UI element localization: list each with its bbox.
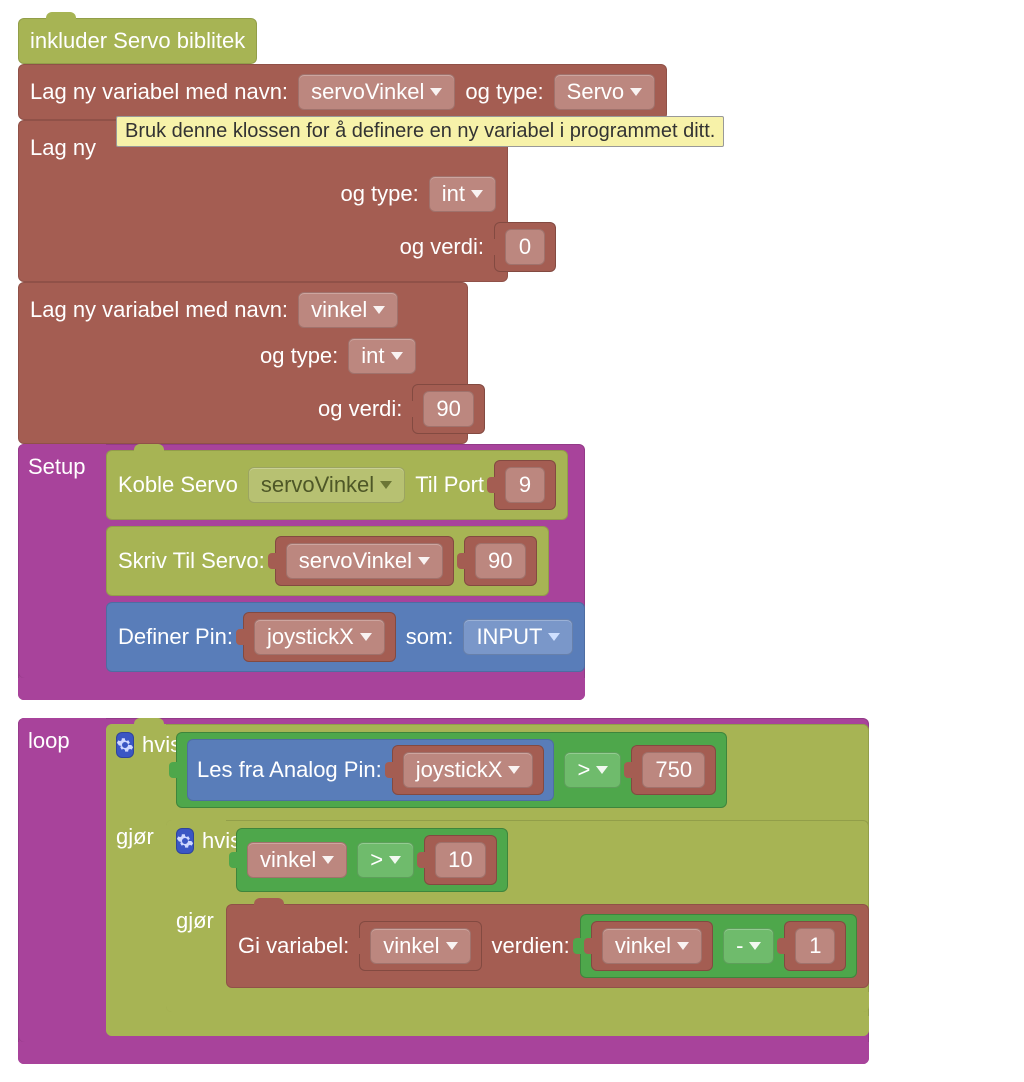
servo-write-block[interactable]: Skriv Til Servo: servoVinkel 90 bbox=[106, 526, 549, 596]
assign-label-2: verdien: bbox=[492, 933, 570, 959]
pinmode-mode-dropdown[interactable]: INPUT bbox=[463, 619, 573, 655]
analog-read-block[interactable]: Les fra Analog Pin: joystickX bbox=[187, 739, 554, 801]
assign-label-1: Gi variabel: bbox=[238, 933, 349, 959]
var3-type-dropdown[interactable]: int bbox=[348, 338, 415, 374]
write-label: Skriv Til Servo: bbox=[118, 548, 265, 574]
pinmode-block[interactable]: Definer Pin: joystickX som: INPUT bbox=[106, 602, 585, 672]
assign-op-dropdown[interactable]: - bbox=[723, 928, 774, 964]
cond1-socket[interactable]: Les fra Analog Pin: joystickX > 750 bbox=[176, 732, 727, 808]
analog-read-var-socket[interactable]: joystickX bbox=[392, 745, 545, 795]
do-label: gjør bbox=[116, 824, 154, 849]
pinmode-var-dropdown[interactable]: joystickX bbox=[254, 619, 385, 655]
write-var-dropdown[interactable]: servoVinkel bbox=[286, 543, 443, 579]
var3-value-socket[interactable]: 90 bbox=[412, 384, 484, 434]
attach-label-1: Koble Servo bbox=[118, 472, 238, 498]
include-servo-block[interactable]: inkluder Servo biblitek bbox=[18, 18, 257, 64]
attach-var-dropdown[interactable]: servoVinkel bbox=[248, 467, 405, 503]
decl-name-label-3: Lag ny variabel med navn: bbox=[30, 297, 288, 323]
pinmode-var-socket[interactable]: joystickX bbox=[243, 612, 396, 662]
var2-value-socket[interactable]: 0 bbox=[494, 222, 556, 272]
cond1-val-socket[interactable]: 750 bbox=[631, 745, 716, 795]
assign-target-dropdown[interactable]: vinkel bbox=[370, 928, 470, 964]
assign-target-socket[interactable]: vinkel bbox=[359, 921, 481, 971]
declare-var-servoVinkel[interactable]: Lag ny variabel med navn: servoVinkel og… bbox=[18, 64, 667, 120]
assign-lhs-dropdown[interactable]: vinkel bbox=[602, 928, 702, 964]
analog-read-var-dropdown[interactable]: joystickX bbox=[403, 752, 534, 788]
assign-lhs-socket[interactable]: vinkel bbox=[591, 921, 713, 971]
cond2-op-dropdown[interactable]: > bbox=[357, 842, 414, 878]
var2-name-prefix: Lag ny bbox=[30, 135, 96, 161]
assign-rhs-socket[interactable]: 1 bbox=[784, 921, 846, 971]
loop-label: loop bbox=[18, 718, 106, 1042]
decl-name-label: Lag ny variabel med navn: bbox=[30, 79, 288, 105]
assign-block[interactable]: Gi variabel: vinkel verdien: bbox=[226, 904, 869, 988]
var3-name-dropdown[interactable]: vinkel bbox=[298, 292, 398, 328]
pinmode-label-1: Definer Pin: bbox=[118, 624, 233, 650]
analog-read-label: Les fra Analog Pin: bbox=[197, 757, 382, 783]
decl-type-label-2: og type: bbox=[340, 181, 418, 207]
loop-block[interactable]: loop hvis bbox=[18, 718, 869, 1064]
cond2-val-socket[interactable]: 10 bbox=[424, 835, 496, 885]
if-outer-block[interactable]: hvis Les fra Analog Pin: joystickX bbox=[106, 724, 869, 1036]
cond1-op-dropdown[interactable]: > bbox=[564, 752, 621, 788]
var1-name-dropdown[interactable]: servoVinkel bbox=[298, 74, 455, 110]
var2-type-dropdown[interactable]: int bbox=[429, 176, 496, 212]
decl-value-label: og verdi: bbox=[400, 234, 484, 260]
setup-label: Setup bbox=[18, 444, 106, 678]
servo-attach-block[interactable]: Koble Servo servoVinkel Til Port 9 bbox=[106, 450, 568, 520]
decl-type-label-3: og type: bbox=[260, 343, 338, 369]
write-val-socket[interactable]: 90 bbox=[464, 536, 536, 586]
if-inner-block[interactable]: hvis vinkel > 10 bbox=[166, 820, 869, 1012]
declare-var-vinkel[interactable]: Lag ny variabel med navn: vinkel og type… bbox=[18, 282, 468, 444]
gear-icon[interactable] bbox=[176, 828, 194, 854]
gear-icon[interactable] bbox=[116, 732, 134, 758]
cond2-socket[interactable]: vinkel > 10 bbox=[236, 828, 508, 892]
pinmode-label-2: som: bbox=[406, 624, 454, 650]
attach-label-2: Til Port bbox=[415, 472, 484, 498]
write-var-socket[interactable]: servoVinkel bbox=[275, 536, 454, 586]
cond2-var-dropdown[interactable]: vinkel bbox=[247, 842, 347, 878]
include-label: inkluder Servo biblitek bbox=[30, 28, 245, 54]
setup-block[interactable]: Setup Koble Servo servoVinkel Til Port 9… bbox=[18, 444, 585, 700]
attach-port-socket[interactable]: 9 bbox=[494, 460, 556, 510]
do-label-2: gjør bbox=[176, 908, 214, 933]
workspace: inkluder Servo biblitek Lag ny variabel … bbox=[18, 18, 1006, 1064]
decl-type-label: og type: bbox=[465, 79, 543, 105]
var1-type-dropdown[interactable]: Servo bbox=[554, 74, 655, 110]
assign-expr-socket[interactable]: vinkel - 1 bbox=[580, 914, 858, 978]
decl-value-label-3: og verdi: bbox=[318, 396, 402, 422]
tooltip: Bruk denne klossen for å definere en ny … bbox=[116, 116, 724, 147]
